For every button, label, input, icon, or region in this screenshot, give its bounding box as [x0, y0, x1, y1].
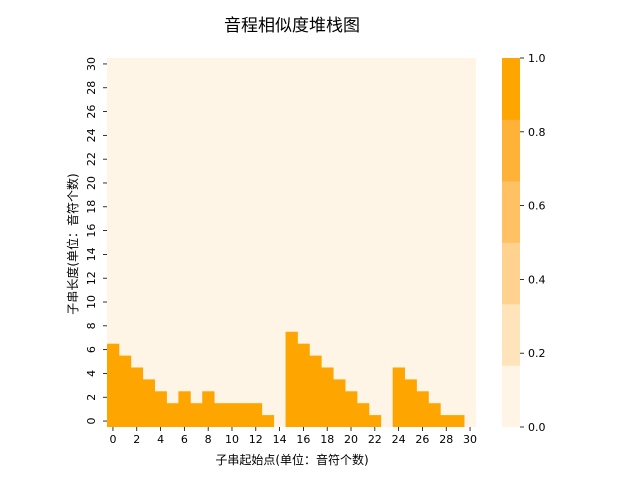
heatmap-column-1 — [118, 355, 132, 427]
colorbar-tick-label: 1.0 — [528, 52, 546, 65]
heatmap-column-5 — [166, 403, 179, 427]
x-tick-label: 4 — [157, 433, 164, 446]
y-tick-label: 8 — [85, 322, 98, 329]
x-tick-label: 22 — [368, 433, 382, 446]
colorbar-tick-label: 0.0 — [528, 421, 546, 434]
y-tick-label: 30 — [85, 57, 98, 71]
colorbar-segment-0 — [502, 365, 520, 428]
x-tick-label: 26 — [415, 433, 429, 446]
y-tick-label: 14 — [85, 247, 98, 261]
chart-title: 音程相似度堆栈图 — [224, 16, 360, 36]
heatmap-column-15 — [285, 331, 298, 427]
heatmap-column-16 — [297, 343, 310, 427]
y-tick-label: 0 — [85, 418, 98, 425]
heatmap-column-27 — [428, 403, 441, 427]
heatmap-column-10 — [226, 403, 239, 427]
colorbar-tick-label: 0.4 — [528, 273, 546, 286]
x-tick-label: 24 — [392, 433, 406, 446]
heatmap-column-25 — [404, 379, 417, 427]
y-tick-label: 2 — [85, 394, 98, 401]
colorbar-segment-2 — [502, 242, 520, 305]
heatmap-column-18 — [321, 367, 334, 427]
colorbar: 0.0 0.2 0.4 0.6 0.8 1.0 — [502, 52, 546, 434]
colorbar-tick-label: 0.2 — [528, 347, 546, 360]
heatmap-column-6 — [178, 391, 191, 427]
colorbar-segment-3 — [502, 181, 520, 243]
y-tick-label: 16 — [85, 224, 98, 238]
heatmap-column-9 — [214, 403, 227, 427]
x-axis-label: 子串起始点(单位：音符个数) — [215, 452, 368, 467]
colorbar-tick-label: 0.6 — [528, 200, 546, 213]
y-tick-label: 12 — [85, 271, 98, 285]
x-tick-label: 6 — [181, 433, 188, 446]
x-tick-label: 0 — [109, 433, 116, 446]
heatmap-column-11 — [237, 403, 251, 427]
heatmap-column-20 — [345, 391, 358, 427]
y-tick-label: 4 — [85, 370, 98, 377]
y-tick-label: 24 — [85, 128, 98, 142]
colorbar-tick-label: 0.8 — [528, 126, 546, 139]
x-tick-label: 10 — [225, 433, 239, 446]
plot-area — [107, 58, 476, 427]
y-tick-label: 26 — [85, 105, 98, 119]
heatmap-column-4 — [154, 391, 167, 427]
x-tick-label: 18 — [320, 433, 334, 446]
heatmap-column-13 — [261, 415, 275, 427]
x-tick-label: 12 — [249, 433, 263, 446]
heatmap-column-21 — [356, 403, 370, 427]
colorbar-segment-5 — [502, 58, 520, 120]
x-tick-label: 16 — [296, 433, 310, 446]
heatmap-column-28 — [440, 415, 453, 427]
x-axis: 0 2 4 6 8 10 12 14 16 18 20 22 24 26 28 30 — [109, 427, 477, 446]
heatmap-column-24 — [392, 367, 405, 427]
heatmap-column-0 — [107, 343, 120, 427]
y-tick-label: 22 — [85, 152, 98, 166]
colorbar-segment-1 — [502, 304, 520, 366]
y-tick-label: 20 — [85, 176, 98, 190]
x-tick-label: 14 — [273, 433, 287, 446]
x-tick-label: 28 — [439, 433, 453, 446]
heatmap-column-26 — [416, 391, 429, 427]
y-axis-label: 子串长度(单位：音符个数) — [65, 173, 80, 314]
heatmap-column-12 — [249, 403, 263, 427]
x-tick-label: 8 — [205, 433, 212, 446]
x-tick-label: 2 — [133, 433, 140, 446]
y-tick-label: 28 — [85, 81, 98, 95]
heatmap-column-17 — [309, 355, 322, 427]
y-tick-label: 10 — [85, 295, 98, 309]
heatmap-column-22 — [368, 415, 382, 427]
heatmap-column-8 — [202, 391, 215, 427]
heatmap-column-29 — [452, 415, 465, 427]
heatmap-column-3 — [142, 379, 156, 427]
x-tick-label: 20 — [344, 433, 358, 446]
x-tick-label: 30 — [463, 433, 477, 446]
y-tick-label: 18 — [85, 200, 98, 214]
heatmap-column-2 — [130, 367, 144, 427]
y-tick-label: 6 — [85, 346, 98, 353]
heatmap-column-7 — [190, 403, 203, 427]
heatmap-column-19 — [333, 379, 346, 427]
colorbar-segment-4 — [502, 119, 520, 182]
